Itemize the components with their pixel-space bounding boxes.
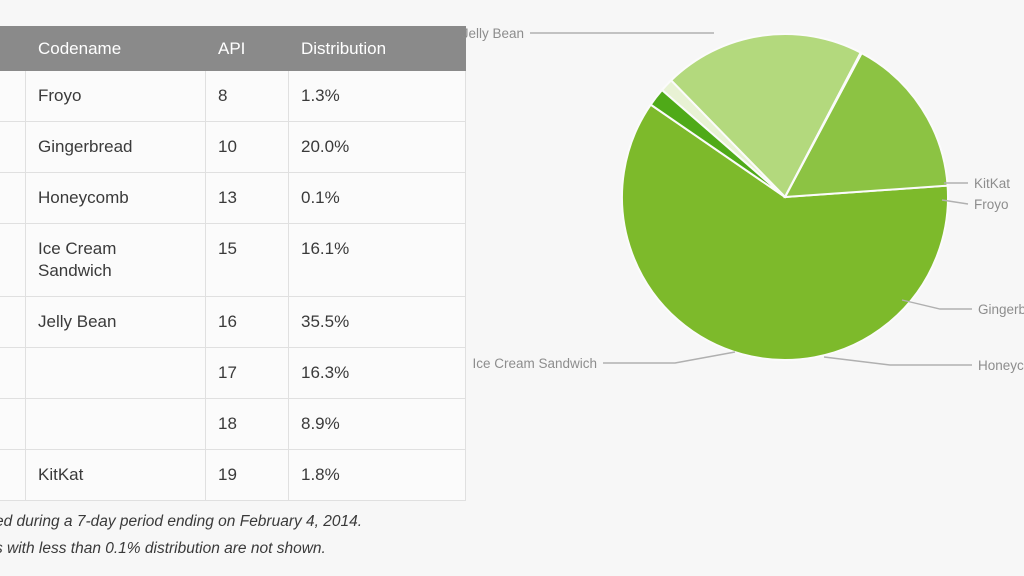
platform-versions-table: Codename API Distribution Froyo 8 1.3% Ging… bbox=[0, 26, 466, 501]
cell-version bbox=[0, 398, 26, 450]
cell-distribution: 16.3% bbox=[288, 347, 466, 399]
footnote: Data collected during a 7-day period end… bbox=[0, 508, 554, 562]
table-row[interactable]: Froyo 8 1.3% bbox=[0, 70, 466, 122]
cell-codename: Froyo bbox=[25, 70, 206, 122]
table-row[interactable]: 18 8.9% bbox=[0, 398, 466, 450]
pie-slice-gingerbread[interactable] bbox=[669, 33, 863, 199]
leader-line-honeycomb bbox=[823, 356, 972, 366]
table-row[interactable]: Ice Cream Sandwich 15 16.1% bbox=[0, 223, 466, 297]
cell-distribution: 35.5% bbox=[288, 296, 466, 348]
table-row[interactable]: Gingerbread 10 20.0% bbox=[0, 121, 466, 173]
cell-version bbox=[0, 296, 26, 348]
footnote-line-1: Data collected during a 7-day period end… bbox=[0, 513, 363, 530]
table-header: Codename API Distribution bbox=[0, 26, 466, 71]
column-header-codename[interactable]: Codename bbox=[25, 26, 206, 71]
cell-codename: Ice Cream Sandwich bbox=[25, 223, 206, 297]
cell-version bbox=[0, 223, 26, 297]
cell-version bbox=[0, 449, 26, 501]
pie-chart-svg: Jelly Bean Ice Cream Sandwich KitKat Fro… bbox=[462, 26, 1024, 373]
cell-distribution: 1.8% bbox=[288, 449, 466, 501]
pie-label-froyo: Froyo bbox=[974, 197, 1009, 212]
cell-api: 13 bbox=[205, 172, 289, 224]
pie-leader-lines bbox=[530, 32, 972, 366]
table-row[interactable]: KitKat 19 1.8% bbox=[0, 449, 466, 501]
table-row[interactable]: 17 16.3% bbox=[0, 347, 466, 399]
cell-version bbox=[0, 70, 26, 122]
cell-api: 8 bbox=[205, 70, 289, 122]
cell-codename: Gingerbread bbox=[25, 121, 206, 173]
cell-api: 19 bbox=[205, 449, 289, 501]
cell-codename: Jelly Bean bbox=[25, 296, 206, 348]
cell-api: 15 bbox=[205, 223, 289, 297]
cell-distribution: 0.1% bbox=[288, 172, 466, 224]
cell-version bbox=[0, 172, 26, 224]
cell-api: 17 bbox=[205, 347, 289, 399]
leader-line-ice-cream-sandwich bbox=[603, 351, 736, 364]
leader-line-gingerbread bbox=[901, 299, 972, 310]
cell-distribution: 16.1% bbox=[288, 223, 466, 297]
table-body: Froyo 8 1.3% Gingerbread 10 20.0% Honeycomb 13 0… bbox=[0, 70, 466, 501]
cell-codename bbox=[25, 347, 206, 399]
column-header-distribution[interactable]: Distribution bbox=[288, 26, 466, 71]
cell-version bbox=[0, 347, 26, 399]
cell-codename: Honeycomb bbox=[25, 172, 206, 224]
column-header-api[interactable]: API bbox=[205, 26, 289, 71]
pie-slice-honeycomb[interactable] bbox=[784, 51, 863, 198]
pie-callout-labels: Jelly Bean Ice Cream Sandwich KitKat Fro… bbox=[462, 26, 1024, 373]
cell-version bbox=[0, 121, 26, 173]
pie-label-gingerbread: Gingerbread bbox=[978, 302, 1024, 317]
footnote-line-2: Any versions with less than 0.1% distrib… bbox=[0, 540, 326, 557]
cell-codename: KitKat bbox=[25, 449, 206, 501]
cell-codename bbox=[25, 398, 206, 450]
table-header-row: Codename API Distribution bbox=[0, 26, 466, 71]
cell-api: 16 bbox=[205, 296, 289, 348]
cell-api: 18 bbox=[205, 398, 289, 450]
pie-slice-kitkat[interactable] bbox=[649, 88, 786, 198]
pie-label-ice-cream-sandwich: Ice Cream Sandwich bbox=[472, 356, 597, 371]
cell-distribution: 8.9% bbox=[288, 398, 466, 450]
pie-label-kitkat: KitKat bbox=[974, 176, 1010, 191]
cell-api: 10 bbox=[205, 121, 289, 173]
pie-slice-jelly-bean[interactable] bbox=[621, 103, 949, 361]
pie-slice-ice-cream-sandwich[interactable] bbox=[783, 51, 949, 199]
column-header-version[interactable] bbox=[0, 26, 26, 71]
pie-label-honeycomb: Honeycomb bbox=[978, 358, 1024, 373]
pie-slices bbox=[621, 33, 949, 361]
cell-distribution: 1.3% bbox=[288, 70, 466, 122]
table-row[interactable]: Honeycomb 13 0.1% bbox=[0, 172, 466, 224]
distribution-pie-chart: Jelly Bean Ice Cream Sandwich KitKat Fro… bbox=[420, 0, 1024, 440]
table-row[interactable]: Jelly Bean 16 35.5% bbox=[0, 296, 466, 348]
leader-line-froyo bbox=[941, 199, 969, 205]
pie-label-jelly-bean: Jelly Bean bbox=[462, 26, 524, 41]
